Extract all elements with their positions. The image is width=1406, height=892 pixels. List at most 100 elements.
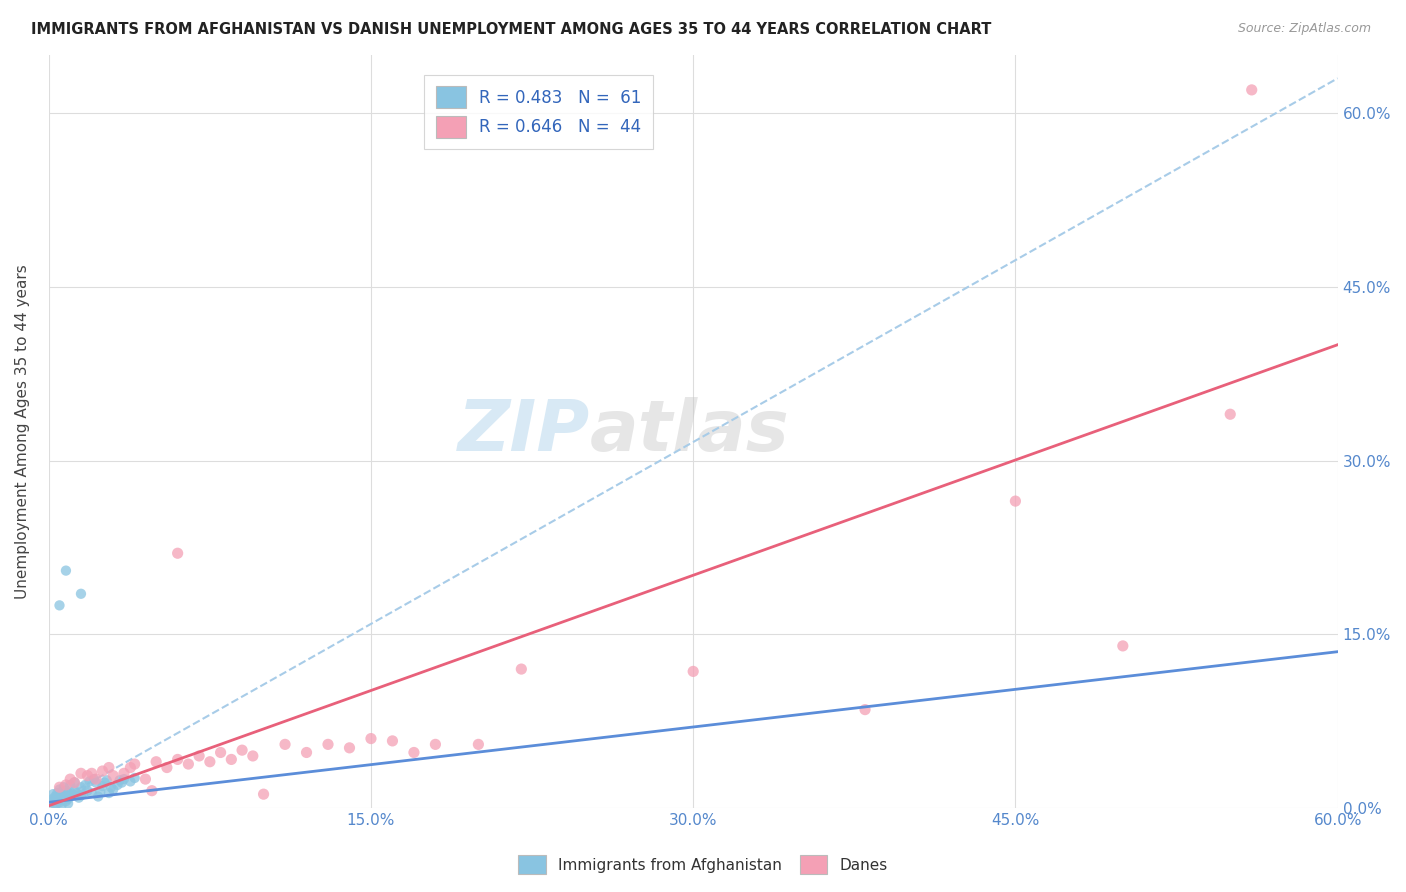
Point — [166, 546, 188, 560]
Point — [70, 789, 93, 803]
Point — [70, 587, 93, 601]
Point — [112, 772, 135, 786]
Point — [44, 798, 66, 813]
Point — [124, 771, 146, 785]
Point — [145, 755, 167, 769]
Text: ZIP: ZIP — [458, 397, 591, 467]
Point — [44, 797, 66, 811]
Point — [70, 766, 93, 780]
Point — [55, 794, 77, 808]
Point — [1219, 407, 1241, 421]
Point — [1004, 494, 1026, 508]
Point — [120, 774, 142, 789]
Point — [91, 764, 114, 778]
Point — [97, 760, 120, 774]
Point — [63, 775, 86, 789]
Point — [52, 787, 75, 801]
Point — [55, 564, 77, 578]
Text: IMMIGRANTS FROM AFGHANISTAN VS DANISH UNEMPLOYMENT AMONG AGES 35 TO 44 YEARS COR: IMMIGRANTS FROM AFGHANISTAN VS DANISH UN… — [31, 22, 991, 37]
Point — [100, 780, 122, 795]
Point — [44, 789, 66, 804]
Point — [242, 748, 264, 763]
Point — [55, 789, 77, 803]
Point — [510, 662, 533, 676]
Point — [63, 783, 86, 797]
Point — [96, 773, 118, 788]
Point — [59, 789, 82, 804]
Point — [63, 775, 86, 789]
Point — [51, 793, 73, 807]
Point — [134, 772, 156, 786]
Point — [76, 769, 98, 783]
Point — [59, 772, 82, 786]
Text: Source: ZipAtlas.com: Source: ZipAtlas.com — [1237, 22, 1371, 36]
Point — [166, 752, 188, 766]
Point — [84, 772, 107, 786]
Point — [48, 599, 70, 613]
Point — [198, 755, 221, 769]
Point — [52, 790, 75, 805]
Point — [141, 783, 163, 797]
Point — [252, 787, 274, 801]
Point — [120, 760, 142, 774]
Point — [46, 790, 69, 805]
Point — [76, 783, 98, 797]
Point — [124, 757, 146, 772]
Point — [51, 789, 73, 804]
Point — [51, 797, 73, 812]
Point — [75, 778, 97, 792]
Point — [55, 778, 77, 792]
Point — [42, 787, 65, 801]
Point — [93, 775, 115, 789]
Point — [42, 792, 65, 806]
Point — [51, 785, 73, 799]
Point — [316, 737, 339, 751]
Point — [80, 766, 103, 780]
Point — [103, 782, 125, 797]
Point — [52, 780, 75, 795]
Point — [91, 779, 114, 793]
Point — [79, 774, 101, 789]
Point — [381, 734, 404, 748]
Point — [360, 731, 382, 746]
Point — [44, 793, 66, 807]
Point — [274, 737, 297, 751]
Point — [48, 789, 70, 803]
Point — [295, 746, 318, 760]
Point — [87, 789, 110, 804]
Point — [108, 773, 131, 788]
Point — [39, 795, 62, 809]
Point — [339, 740, 361, 755]
Text: atlas: atlas — [591, 397, 790, 467]
Point — [1112, 639, 1135, 653]
Point — [103, 769, 125, 783]
Point — [188, 748, 211, 763]
Point — [60, 787, 83, 801]
Point — [221, 752, 243, 766]
Point — [46, 794, 69, 808]
Point — [46, 786, 69, 800]
Point — [682, 665, 704, 679]
Point — [83, 772, 105, 786]
Point — [48, 782, 70, 797]
Legend: R = 0.483   N =  61, R = 0.646   N =  44: R = 0.483 N = 61, R = 0.646 N = 44 — [425, 75, 652, 149]
Point — [48, 792, 70, 806]
Point — [467, 737, 489, 751]
Point — [56, 797, 79, 811]
Point — [111, 775, 134, 789]
Point — [56, 786, 79, 800]
Point — [209, 746, 232, 760]
Point — [84, 775, 107, 789]
Point — [55, 783, 77, 797]
Y-axis label: Unemployment Among Ages 35 to 44 years: Unemployment Among Ages 35 to 44 years — [15, 264, 30, 599]
Point — [89, 785, 111, 799]
Point — [48, 795, 70, 809]
Point — [66, 786, 89, 800]
Point — [48, 780, 70, 795]
Point — [72, 787, 94, 801]
Point — [59, 778, 82, 792]
Point — [1240, 83, 1263, 97]
Legend: Immigrants from Afghanistan, Danes: Immigrants from Afghanistan, Danes — [512, 849, 894, 880]
Point — [156, 760, 179, 774]
Point — [402, 746, 425, 760]
